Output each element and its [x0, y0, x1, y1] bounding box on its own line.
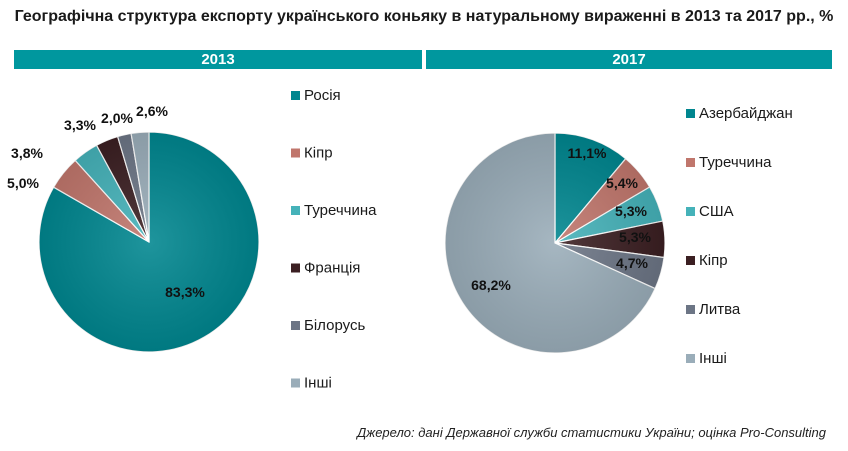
legend-2013-swatch-4	[291, 321, 300, 330]
pie-2017-label-2: 5,3%	[615, 203, 647, 219]
pie-2013-label-2: 3,8%	[11, 145, 43, 161]
pie-2017-label-3: 5,3%	[619, 229, 651, 245]
legend-2013-swatch-5	[291, 378, 300, 388]
legend-2013-label-3: Франція	[304, 260, 360, 277]
legend-2017-label-0: Азербайджан	[699, 105, 793, 122]
legend-2013-swatch-1	[291, 148, 300, 158]
legend-2013-swatch-3	[291, 263, 300, 273]
legend-2017-swatch-4	[686, 305, 695, 314]
pie-2017-label-5: 68,2%	[471, 277, 511, 293]
legend-2013-label-0: Росія	[304, 87, 341, 104]
source-note: Джерело: дані Державної служби статистик…	[357, 425, 826, 440]
legend-2013-swatch-0	[291, 91, 300, 100]
legend-2013-label-4: Білорусь	[304, 317, 365, 334]
pie-2013-label-1: 5,0%	[7, 175, 39, 191]
legend-2013-label-2: Туреччина	[304, 202, 377, 219]
year-bar-2013: 2013	[14, 50, 422, 69]
year-bar-2017: 2017	[426, 50, 832, 69]
pie-2013-label-4: 2,0%	[101, 110, 133, 126]
chart-title: Географічна структура експорту українськ…	[14, 8, 834, 25]
pie-2013-label-0: 83,3%	[165, 284, 205, 300]
legend-2017-label-3: Кіпр	[699, 252, 728, 269]
legend-2017-swatch-2	[686, 207, 695, 216]
legend-2017-label-2: США	[699, 203, 734, 220]
pie-2017-label-0: 11,1%	[568, 145, 607, 161]
legend-2017-swatch-1	[686, 158, 695, 167]
legend-2017-label-1: Туреччина	[699, 154, 772, 171]
legend-2017-swatch-0	[686, 109, 695, 118]
pie-2017-label-4: 4,7%	[616, 255, 648, 271]
pie-2017-label-1: 5,4%	[606, 175, 638, 191]
legend-2013-label-1: Кіпр	[304, 145, 333, 162]
legend-2013-swatch-2	[291, 206, 300, 215]
pie-2013-label-3: 3,3%	[64, 117, 96, 133]
legend-2013-label-5: Інші	[304, 375, 332, 392]
legend-2017-label-4: Литва	[699, 301, 741, 318]
legend-2017-label-5: Інші	[699, 350, 727, 367]
legend-2017-swatch-5	[686, 354, 695, 363]
pie-2013-label-5: 2,6%	[136, 103, 168, 119]
legend-2017-swatch-3	[686, 256, 695, 265]
